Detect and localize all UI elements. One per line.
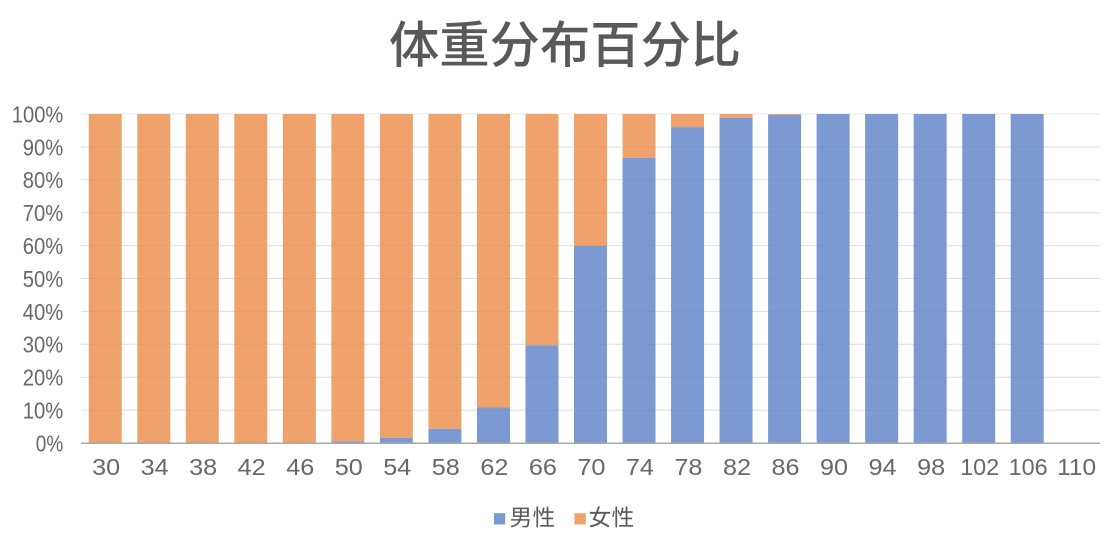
svg-text:54: 54 [383,454,411,480]
svg-text:42: 42 [238,454,266,480]
svg-text:66: 66 [529,454,557,480]
svg-text:62: 62 [480,454,508,480]
svg-text:70: 70 [577,454,605,480]
svg-text:50%: 50% [23,266,64,292]
svg-text:82: 82 [723,454,751,480]
svg-text:90%: 90% [23,134,64,160]
svg-text:60%: 60% [23,233,64,259]
svg-text:102: 102 [960,454,999,480]
svg-text:110: 110 [1057,454,1096,480]
svg-text:94: 94 [869,454,897,480]
svg-text:70%: 70% [23,200,64,226]
svg-text:86: 86 [772,454,800,480]
svg-text:38: 38 [189,454,217,480]
svg-text:46: 46 [286,454,314,480]
svg-text:78: 78 [674,454,702,480]
svg-text:0%: 0% [36,430,64,456]
svg-text:34: 34 [141,454,169,480]
svg-text:100%: 100% [12,101,64,127]
svg-text:40%: 40% [23,299,64,325]
svg-text:10%: 10% [23,398,64,424]
svg-text:98: 98 [917,454,945,480]
svg-text:50: 50 [335,454,363,480]
svg-text:90: 90 [820,454,848,480]
svg-text:80%: 80% [23,167,64,193]
svg-text:106: 106 [1009,454,1048,480]
svg-text:30: 30 [92,454,120,480]
svg-text:30%: 30% [23,332,64,358]
svg-text:58: 58 [432,454,460,480]
svg-text:20%: 20% [23,365,64,391]
svg-text:74: 74 [626,454,654,480]
